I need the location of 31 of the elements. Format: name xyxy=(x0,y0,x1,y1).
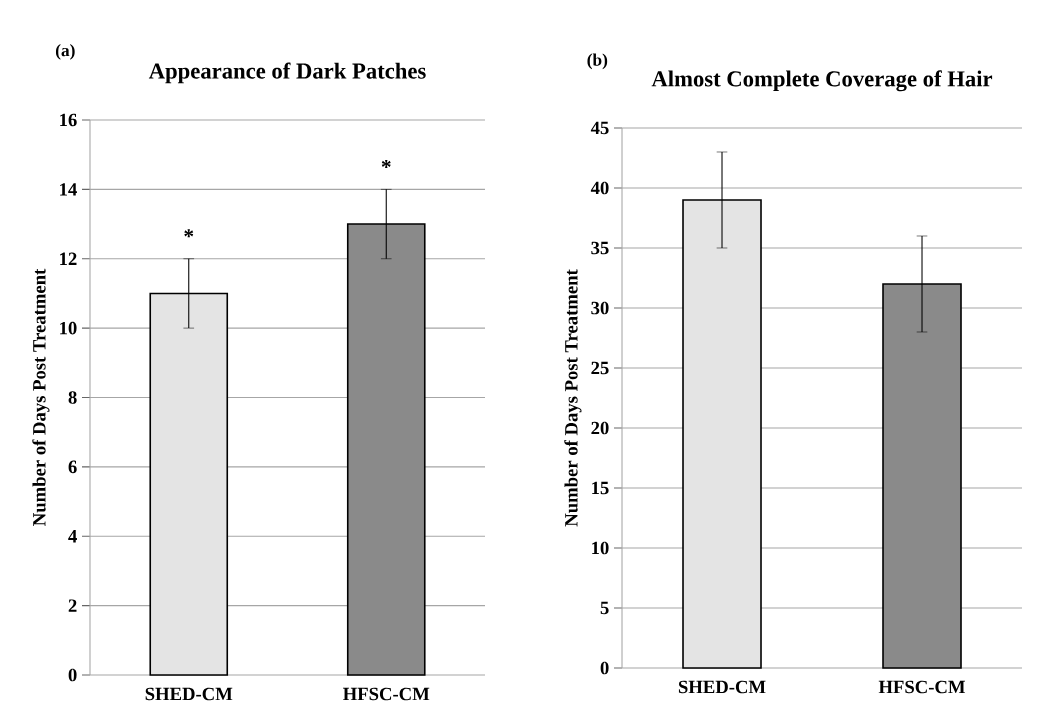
y-tick-label: 0 xyxy=(600,661,609,675)
y-tick-label: 35 xyxy=(591,241,609,255)
y-tick-label: 2 xyxy=(68,599,77,612)
y-tick-label: 12 xyxy=(60,252,77,265)
x-tick-label: HFSC-CM xyxy=(878,680,966,694)
y-tick-label: 10 xyxy=(592,541,609,555)
y-tick-label: 45 xyxy=(590,121,609,135)
x-tick-label: SHED-CM xyxy=(678,680,766,694)
y-tick-label: 10 xyxy=(60,321,77,335)
y-tick-label: 6 xyxy=(68,460,77,474)
y-axis-title: Number of Days Post Treatment xyxy=(32,268,50,526)
y-tick-label: 40 xyxy=(590,181,609,195)
y-tick-label: 30 xyxy=(591,301,609,315)
x-tick-label: SHED-CM xyxy=(145,687,233,701)
x-tick-label: HFSC-CM xyxy=(343,687,430,701)
y-tick-label: 4 xyxy=(68,530,77,543)
y-tick-label: 15 xyxy=(592,481,609,495)
annotation: * xyxy=(381,159,391,168)
y-axis-title: Number of Days Post Treatment xyxy=(564,269,582,527)
chart-title: Almost Complete Coverage of Hair xyxy=(651,70,993,92)
y-tick-label: 20 xyxy=(591,421,609,435)
y-tick-label: 16 xyxy=(60,113,77,127)
y-tick-label: 0 xyxy=(68,668,77,682)
text: (b) xyxy=(587,53,608,70)
chart-title: Appearance of Dark Patches xyxy=(148,62,426,84)
y-tick-label: 14 xyxy=(60,183,77,196)
y-tick-label: 5 xyxy=(600,601,609,615)
y-tick-label: 25 xyxy=(591,361,609,375)
y-tick-label: 8 xyxy=(68,391,77,404)
text: (a) xyxy=(55,44,75,60)
annotation: * xyxy=(184,229,194,238)
